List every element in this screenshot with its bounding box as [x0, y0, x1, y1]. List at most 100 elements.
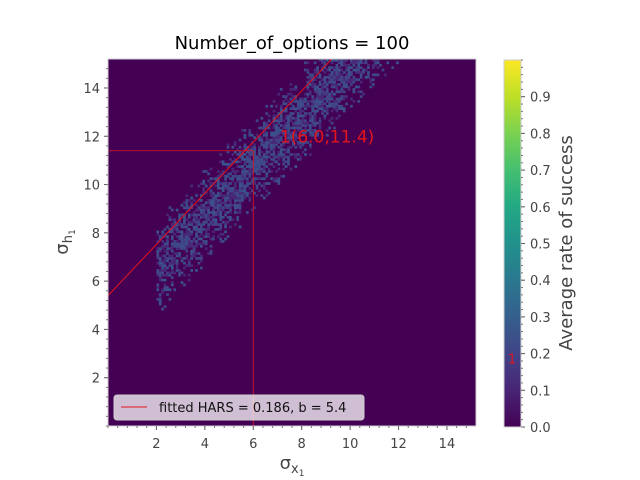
heatmap-cell [294, 100, 298, 103]
heatmap-cell [265, 160, 269, 164]
heatmap-cell [304, 131, 307, 135]
heatmap-cell [313, 104, 317, 108]
heatmap-cell [277, 138, 281, 142]
heatmap-cell [166, 266, 169, 270]
heatmap-cell [279, 104, 283, 108]
heatmap-cell [221, 194, 225, 197]
heatmap-cell [170, 281, 174, 284]
heatmap-cell [195, 252, 198, 255]
heatmap-cell [292, 121, 295, 125]
heatmap-cell [216, 223, 220, 226]
heatmap-cell [221, 196, 225, 200]
heatmap-cell [202, 213, 206, 217]
heatmap-cell [200, 230, 203, 234]
heatmap-cell [352, 61, 356, 65]
heatmap-cell [287, 126, 290, 130]
heatmap-cell [304, 119, 307, 123]
heatmap-cell [262, 170, 266, 173]
heatmap-cell [299, 97, 302, 101]
heatmap-cell [311, 121, 315, 125]
heatmap-cell [328, 95, 332, 98]
heatmap-cell [170, 276, 174, 280]
heatmap-cell [330, 75, 334, 79]
heatmap-cell [311, 119, 315, 123]
heatmap-cell [200, 199, 203, 202]
heatmap-cell [262, 186, 266, 190]
heatmap-cell [170, 269, 174, 272]
heatmap-cell [258, 138, 261, 142]
heatmap-cell [289, 116, 293, 120]
heatmap-cell [168, 298, 172, 301]
heatmap-cell [190, 240, 194, 243]
heatmap-cell [279, 112, 283, 115]
heatmap-cell [379, 63, 382, 67]
heatmap-cell [345, 95, 348, 98]
heatmap-cell [158, 235, 162, 238]
heatmap-cell [308, 75, 312, 79]
heatmap-cell [190, 201, 194, 205]
heatmap-cell [345, 66, 348, 69]
heatmap-cell [338, 90, 341, 94]
y-tick-label: 10 [83, 179, 100, 194]
heatmap-cell [294, 124, 298, 127]
heatmap-cell [241, 170, 244, 173]
heatmap-cell [241, 182, 244, 185]
heatmap-cell [325, 100, 329, 103]
heatmap-cell [183, 225, 186, 229]
heatmap-cell [224, 220, 227, 224]
heatmap-cell [166, 256, 169, 260]
heatmap-cell [330, 59, 334, 62]
heatmap-cell [192, 252, 196, 255]
heatmap-cell [260, 167, 264, 171]
heatmap-cell [241, 199, 244, 202]
heatmap-cell [207, 232, 210, 236]
heatmap-cell [335, 78, 339, 82]
heatmap-cell [308, 129, 312, 132]
heatmap-cell [342, 107, 346, 111]
heatmap-cell [238, 177, 242, 181]
heatmap-cell [219, 194, 223, 197]
heatmap-cell [241, 165, 244, 168]
heatmap-cell [306, 71, 310, 74]
heatmap-cell [221, 186, 225, 190]
heatmap-cell [296, 119, 300, 123]
heatmap-cell [270, 104, 273, 108]
heatmap-cell [265, 174, 269, 178]
heatmap-cell [277, 179, 281, 183]
heatmap-cell [270, 143, 273, 147]
heatmap-cell [178, 215, 181, 219]
heatmap-cell [212, 177, 215, 181]
heatmap-cell [275, 155, 278, 159]
heatmap-cell [212, 201, 215, 205]
heatmap-cell [287, 133, 290, 137]
heatmap-cell [236, 206, 240, 210]
heatmap-cell [330, 92, 334, 96]
heatmap-cell [325, 129, 329, 132]
heatmap-cell [248, 186, 252, 190]
heatmap-cell [253, 160, 256, 164]
heatmap-cell [270, 153, 273, 156]
heatmap-cell [209, 177, 213, 181]
heatmap-cell [340, 87, 344, 91]
heatmap-cell [175, 264, 179, 267]
heatmap-cell [166, 247, 169, 251]
heatmap-cell [185, 230, 189, 234]
heatmap-cell [342, 59, 346, 62]
heatmap-cell [226, 203, 230, 207]
heatmap-cell [250, 189, 254, 193]
heatmap-cell [221, 162, 225, 166]
heatmap-cell [241, 177, 244, 181]
heatmap-cell [333, 59, 336, 62]
heatmap-cell [289, 114, 293, 118]
heatmap-cell [325, 80, 329, 84]
heatmap-cell [161, 264, 164, 267]
x-tick-label: 6 [249, 437, 257, 452]
heatmap-cell [168, 228, 172, 231]
heatmap-cell [209, 184, 213, 188]
heatmap-cell [200, 266, 203, 270]
heatmap-cell [209, 223, 213, 226]
heatmap-cell [168, 206, 172, 210]
heatmap-cell [219, 199, 223, 202]
heatmap-cell [304, 112, 307, 115]
